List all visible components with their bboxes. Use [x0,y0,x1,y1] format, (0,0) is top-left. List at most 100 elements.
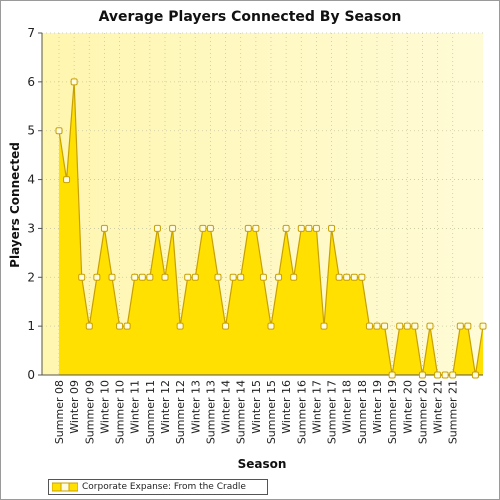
x-axis-title: Season [238,457,287,471]
x-tick-label: Summer 13 [204,380,217,444]
data-point [464,322,472,330]
data-point [335,273,343,281]
x-tick-label: Winter 14 [220,380,233,434]
data-point [176,322,184,330]
data-point [297,224,305,232]
data-point [100,224,108,232]
chart-title: Average Players Connected By Season [98,9,402,25]
x-tick-label: Summer 16 [295,380,308,444]
data-point [434,371,442,379]
data-point [312,224,320,232]
data-point [244,224,252,232]
x-tick-label: Winter 17 [310,380,323,434]
x-tick-label: Summer 11 [144,380,157,444]
data-point [343,273,351,281]
x-tick-label: Winter 10 [98,380,111,434]
data-point [479,322,487,330]
x-tick-label: Winter 13 [189,380,202,434]
data-point [222,322,230,330]
data-point [305,224,313,232]
data-point [153,224,161,232]
data-point [396,322,404,330]
data-point [93,273,101,281]
y-tick-label: 0 [27,368,35,382]
legend-label: Corporate Expanse: From the Cradle [82,482,246,492]
data-point [237,273,245,281]
data-point [388,371,396,379]
data-point [184,273,192,281]
data-point [229,273,237,281]
data-point [199,224,207,232]
data-point [214,273,222,281]
data-point [70,78,78,86]
data-point [471,371,479,379]
x-tick-label: Winter 18 [341,380,354,434]
data-point [381,322,389,330]
data-point [275,273,283,281]
y-axis-title: Players Connected [8,142,22,268]
data-point [63,176,71,184]
legend-swatch [52,482,78,492]
x-tick-label: Summer 10 [114,380,127,444]
x-tick-label: Winter 11 [129,380,142,434]
data-point [456,322,464,330]
data-point [373,322,381,330]
data-point [116,322,124,330]
data-point [169,224,177,232]
x-tick-label: Winter 09 [68,380,81,434]
x-tick-label: Winter 20 [401,380,414,434]
data-point [418,371,426,379]
x-tick-label: Winter 19 [371,380,384,434]
data-point [365,322,373,330]
data-point [131,273,139,281]
data-point [320,322,328,330]
x-tick-label: Summer 14 [235,380,248,444]
legend: Corporate Expanse: From the Cradle [48,479,268,495]
x-tick-label: Summer 09 [83,380,96,444]
data-point [252,224,260,232]
data-point [328,224,336,232]
data-point [161,273,169,281]
data-point [411,322,419,330]
x-tick-label: Summer 20 [416,380,429,444]
data-point [449,371,457,379]
y-tick-label: 2 [27,270,35,284]
data-point [358,273,366,281]
y-tick-label: 3 [27,221,35,235]
y-tick-label: 4 [27,173,35,187]
data-point [290,273,298,281]
y-tick-label: 1 [27,319,35,333]
x-tick-label: Summer 18 [356,380,369,444]
data-point [108,273,116,281]
data-point [123,322,131,330]
x-tick-label: Winter 12 [159,380,172,434]
data-point [85,322,93,330]
x-tick-label: Winter 15 [250,380,263,434]
data-point [146,273,154,281]
data-point [191,273,199,281]
data-point [206,224,214,232]
data-point [282,224,290,232]
x-tick-label: Summer 21 [447,380,460,444]
x-tick-label: Summer 17 [326,380,339,444]
data-point [138,273,146,281]
y-tick-label: 6 [27,75,35,89]
series-area [59,81,483,375]
x-tick-label: Winter 21 [432,380,445,434]
data-point [259,273,267,281]
x-tick-label: Summer 15 [265,380,278,444]
data-point [55,127,63,135]
data-point [350,273,358,281]
data-point [403,322,411,330]
x-tick-label: Summer 12 [174,380,187,444]
x-tick-label: Summer 19 [386,380,399,444]
y-tick-label: 5 [27,124,35,138]
data-point [267,322,275,330]
data-point [78,273,86,281]
x-tick-label: Summer 08 [53,380,66,444]
x-tick-label: Winter 16 [280,380,293,434]
y-tick-label: 7 [27,26,35,40]
data-point [426,322,434,330]
data-point [441,371,449,379]
